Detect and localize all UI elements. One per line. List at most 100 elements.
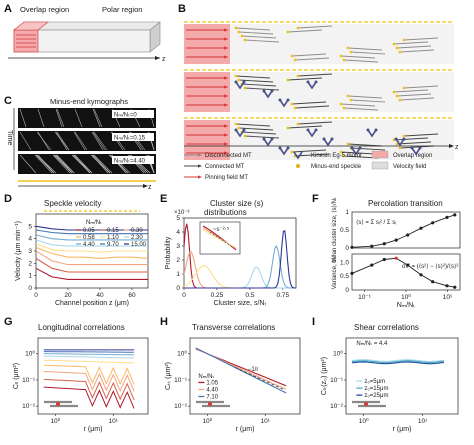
y-tick-label: 10⁰ [25, 350, 35, 358]
y-tick-label: 3 [28, 248, 32, 255]
motor-head [262, 137, 266, 141]
kymograph-streak [36, 131, 52, 151]
kinesin-motor [411, 147, 421, 156]
disconnected-mt [340, 103, 376, 107]
mean-cluster-point [370, 244, 374, 248]
mean-cluster-point [453, 213, 457, 217]
x-tick-label: 10¹ [443, 294, 453, 301]
minus-end-speckle [395, 94, 399, 98]
time-axis-label: Time [6, 130, 13, 145]
kinesin-motor [279, 99, 289, 108]
y-tick-label: 0.5 [340, 227, 349, 234]
minus-end-speckle [339, 102, 343, 106]
motor-head [366, 128, 370, 132]
x-axis-label: Nₘ/Nₜ [397, 302, 415, 309]
variance-point [406, 263, 410, 267]
legend-entry: z₀=5μm [364, 379, 385, 385]
y-tick-label: 1 [28, 273, 32, 280]
motor-head [314, 80, 318, 84]
minus-end-speckle [286, 30, 290, 34]
y-axis-label-top: Mean cluster size, ⟨s⟩/Nₜ [331, 197, 338, 263]
kymograph-streak [19, 154, 37, 174]
panel-i-title: Shear correlations [354, 323, 419, 332]
minus-end-speckle [234, 74, 238, 78]
connected-mt [287, 77, 323, 81]
minus-end-speckle [402, 134, 406, 138]
variance-point [453, 285, 457, 289]
motor-head [374, 128, 378, 132]
pinning-mt-arrow [224, 28, 228, 32]
plot-frame [37, 337, 149, 415]
motor-head [270, 89, 274, 93]
minus-end-speckle [293, 106, 297, 110]
kymograph-label: Nₘ/Nₜ=0.15 [114, 136, 146, 142]
legend-item-label: Minus-end speckle [311, 164, 362, 170]
shear-corr-chart: 10⁰ 10¹ 10⁻² 10⁻¹ 10⁰ r (μm) Cₗₜ(z₀) (μm²) Nₘ/N… [321, 337, 459, 433]
plot-frame [189, 337, 301, 415]
disconnected-mt [347, 47, 383, 51]
minus-end-speckle [296, 26, 300, 30]
y-tick-label: 1 [345, 209, 349, 216]
panel-e-label: E [160, 193, 167, 205]
minus-end-speckle [234, 26, 238, 30]
disconnected-mt [399, 97, 435, 101]
y-tick-label: 0.5 [340, 273, 349, 280]
legend-entry: 0.05 [83, 228, 95, 234]
motor-head [350, 146, 354, 150]
legend-swatch-box [371, 150, 389, 159]
legend-entry: 1.05 [206, 380, 218, 386]
variance-line [351, 257, 455, 288]
kymograph-streak [19, 131, 32, 151]
y-axis-label: Cₗₜ(z₀) (μm²) [321, 357, 328, 395]
x-tick-label: 10¹ [109, 418, 119, 425]
velocity-series-line [35, 239, 148, 247]
inset-point [56, 402, 60, 406]
minus-end-speckle [349, 50, 353, 54]
panel-d-title: Speckle velocity [44, 199, 101, 208]
longitudinal-corr-chart: 10⁰ 10¹ 10⁻² 10⁻¹ 10⁰ r (μm) Cₗₗ (μm²) [13, 337, 149, 433]
minus-end-speckle [342, 154, 346, 158]
distribution-curve [184, 230, 297, 289]
panel-d-label: D [4, 193, 12, 205]
connected-mt [403, 133, 439, 137]
legend-entry: 1.10 [107, 235, 119, 241]
schematic-legend: Disconnected MT Connected MT Pinning field… [184, 150, 432, 181]
kymograph-streak [73, 131, 86, 151]
kymograph-streak [54, 131, 70, 151]
connected-mt [244, 87, 280, 91]
minus-end-speckle [286, 78, 290, 82]
legend-item-label: Velocity field [393, 164, 426, 170]
kymograph-streak [36, 154, 57, 174]
kymograph-streak [53, 154, 73, 174]
kymograph-streak [71, 154, 91, 174]
legend-swatch-motor [293, 151, 303, 160]
kymograph-streak [91, 154, 109, 174]
motor-head [394, 137, 398, 141]
connected-mt [238, 79, 274, 83]
minus-end-speckle [234, 122, 238, 126]
disconnected-mt [241, 35, 277, 39]
legend-item-label: Kinesin Eg-5 motor [311, 153, 362, 159]
legend-item-label: Pinning field MT [205, 175, 248, 181]
disconnected-mt [350, 99, 386, 103]
connected-mt [297, 73, 333, 77]
legend-entry: 0.15 [107, 228, 119, 234]
kinesin-motor [395, 138, 405, 147]
connected-mt [291, 149, 327, 153]
inset-curve [202, 225, 237, 251]
panel-h-title: Transverse correlations [192, 323, 275, 332]
connected-mt [291, 101, 327, 105]
x-tick-label: 0.5 [245, 292, 254, 299]
kymograph-label-box [112, 156, 154, 164]
motor-head [306, 80, 310, 84]
minus-end-speckle [398, 50, 402, 54]
kymograph-label-box [112, 110, 154, 118]
variance-point [370, 263, 374, 267]
motor-head [418, 146, 422, 150]
variance-point [445, 284, 449, 288]
motor-head [286, 98, 290, 102]
legend-entry: 9.70 [107, 242, 119, 248]
kymograph-streak [55, 131, 68, 151]
kymograph-streak [93, 108, 103, 128]
x-tick-label: 0 [182, 292, 186, 299]
